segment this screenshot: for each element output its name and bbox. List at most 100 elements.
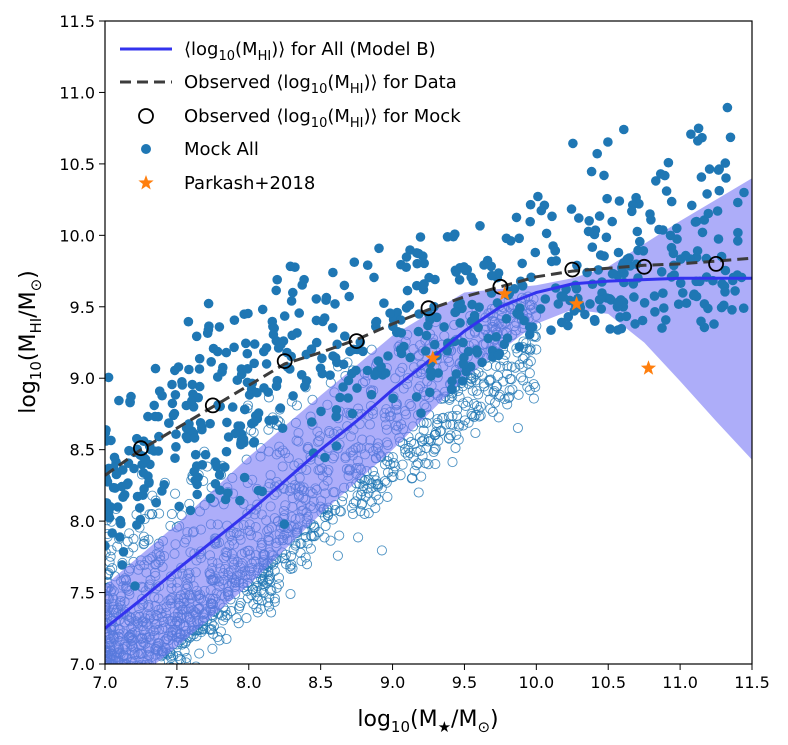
mock-all-point bbox=[311, 294, 322, 304]
mock-all-point bbox=[458, 337, 468, 348]
mock-all-point bbox=[429, 339, 440, 350]
mock-all-point bbox=[257, 304, 268, 315]
mock-faint-point bbox=[208, 621, 219, 632]
mock-faint-point bbox=[332, 550, 343, 561]
mock-faint-point bbox=[498, 355, 509, 366]
mock-faint-point bbox=[491, 381, 503, 392]
mock-all-point bbox=[271, 381, 282, 392]
mock-faint-point bbox=[194, 648, 205, 659]
mock-all-point bbox=[627, 206, 637, 217]
mock-all-point bbox=[338, 382, 348, 392]
mock-all-point bbox=[697, 227, 708, 238]
mock-all-point bbox=[340, 331, 350, 342]
mock-all-point bbox=[396, 328, 407, 338]
mock-all-point bbox=[584, 216, 594, 226]
mock-faint-point bbox=[241, 613, 252, 624]
mock-all-point bbox=[738, 303, 749, 314]
mock-faint-point bbox=[347, 509, 358, 520]
mock-faint-point bbox=[334, 530, 345, 541]
xlabel-close: /M bbox=[451, 707, 477, 732]
observed-mock-circle bbox=[564, 261, 581, 278]
mock-faint-point bbox=[252, 607, 263, 618]
mock-all-point bbox=[194, 353, 205, 364]
mock-faint-point bbox=[443, 432, 454, 443]
mock-all-point bbox=[218, 362, 228, 373]
mock-all-point bbox=[720, 287, 730, 297]
mock-all-point bbox=[563, 320, 573, 331]
mock-all-point bbox=[299, 274, 309, 285]
mock-all-point bbox=[212, 346, 223, 357]
mock-all-point bbox=[633, 245, 643, 256]
mock-all-point bbox=[451, 369, 462, 379]
mock-faint-point bbox=[382, 455, 393, 467]
mock-all-point bbox=[696, 316, 706, 327]
mock-faint-point bbox=[432, 414, 443, 425]
mock-all-point bbox=[515, 303, 525, 313]
mock-all-point bbox=[477, 357, 487, 368]
mock-all-point bbox=[526, 272, 536, 283]
mock-all-point bbox=[154, 431, 164, 442]
mock-faint-point bbox=[325, 535, 336, 546]
mock-all-point bbox=[105, 541, 110, 551]
mock-all-point bbox=[709, 319, 719, 329]
mock-all-point bbox=[272, 274, 283, 285]
xlabel-open: (M bbox=[410, 707, 438, 732]
parkash-star bbox=[497, 285, 513, 301]
mock-faint-point bbox=[475, 401, 486, 412]
mock-all-point bbox=[656, 267, 667, 277]
legend: ⟨log10(MHI)⟩ for All (Model B) Observed … bbox=[120, 39, 461, 194]
mock-all-point bbox=[663, 157, 674, 168]
mock-all-point bbox=[264, 415, 274, 426]
y-tick-label-9: 11.5 bbox=[59, 12, 95, 31]
mock-all-point bbox=[242, 364, 253, 374]
mock-all-point bbox=[115, 515, 126, 526]
mock-faint-point bbox=[166, 508, 177, 520]
mock-all-point bbox=[416, 408, 426, 419]
mock-all-point bbox=[261, 359, 272, 369]
axes-frame bbox=[104, 20, 753, 665]
mock-faint-point bbox=[430, 427, 442, 438]
mock-all-point bbox=[150, 363, 161, 374]
mock-faint-point bbox=[406, 473, 417, 484]
mock-faint-point bbox=[285, 588, 296, 600]
mock-faint-point bbox=[516, 372, 527, 383]
mock-faint-point bbox=[370, 503, 381, 514]
mock-all-point bbox=[429, 301, 439, 312]
mock-all-point bbox=[205, 418, 215, 429]
mock-all-point bbox=[571, 284, 582, 294]
mock-all-point bbox=[536, 205, 547, 216]
mock-all-point bbox=[439, 322, 449, 332]
mock-all-point bbox=[442, 232, 453, 242]
mock-all-point bbox=[129, 463, 139, 474]
ylabel-msub: HI bbox=[27, 318, 45, 334]
mock-all-point bbox=[345, 346, 355, 357]
mock-all-point bbox=[311, 337, 322, 348]
mock-faint-point bbox=[484, 375, 495, 387]
mock-faint-point bbox=[242, 593, 253, 604]
mock-all-point bbox=[463, 346, 474, 357]
mock-all-point bbox=[517, 258, 527, 269]
mock-faint-point bbox=[168, 650, 179, 661]
mock-all-point bbox=[716, 251, 727, 262]
parkash-star bbox=[568, 295, 585, 311]
mock-all-point bbox=[511, 212, 522, 223]
mock-all-point bbox=[613, 297, 623, 308]
mock-faint-point bbox=[447, 419, 458, 430]
mock-all-point bbox=[654, 224, 664, 235]
mock-all-point bbox=[680, 250, 691, 261]
mock-faint-point bbox=[226, 606, 237, 617]
mock-all-point bbox=[466, 272, 477, 283]
mock-all-point bbox=[675, 278, 686, 289]
mock-all-point bbox=[595, 250, 606, 260]
mock-all-point bbox=[421, 330, 432, 341]
mock-all-point bbox=[168, 410, 179, 421]
mock-all-point bbox=[261, 343, 272, 353]
mock-all-point bbox=[586, 166, 597, 177]
mock-all-point bbox=[716, 302, 727, 313]
mock-all-point bbox=[132, 491, 143, 502]
observed-data-dashed-line bbox=[105, 256, 752, 477]
mock-faint-point bbox=[366, 482, 377, 494]
mock-all-point bbox=[239, 472, 250, 483]
mock-all-point bbox=[525, 216, 535, 227]
mock-faint-point bbox=[180, 657, 192, 664]
